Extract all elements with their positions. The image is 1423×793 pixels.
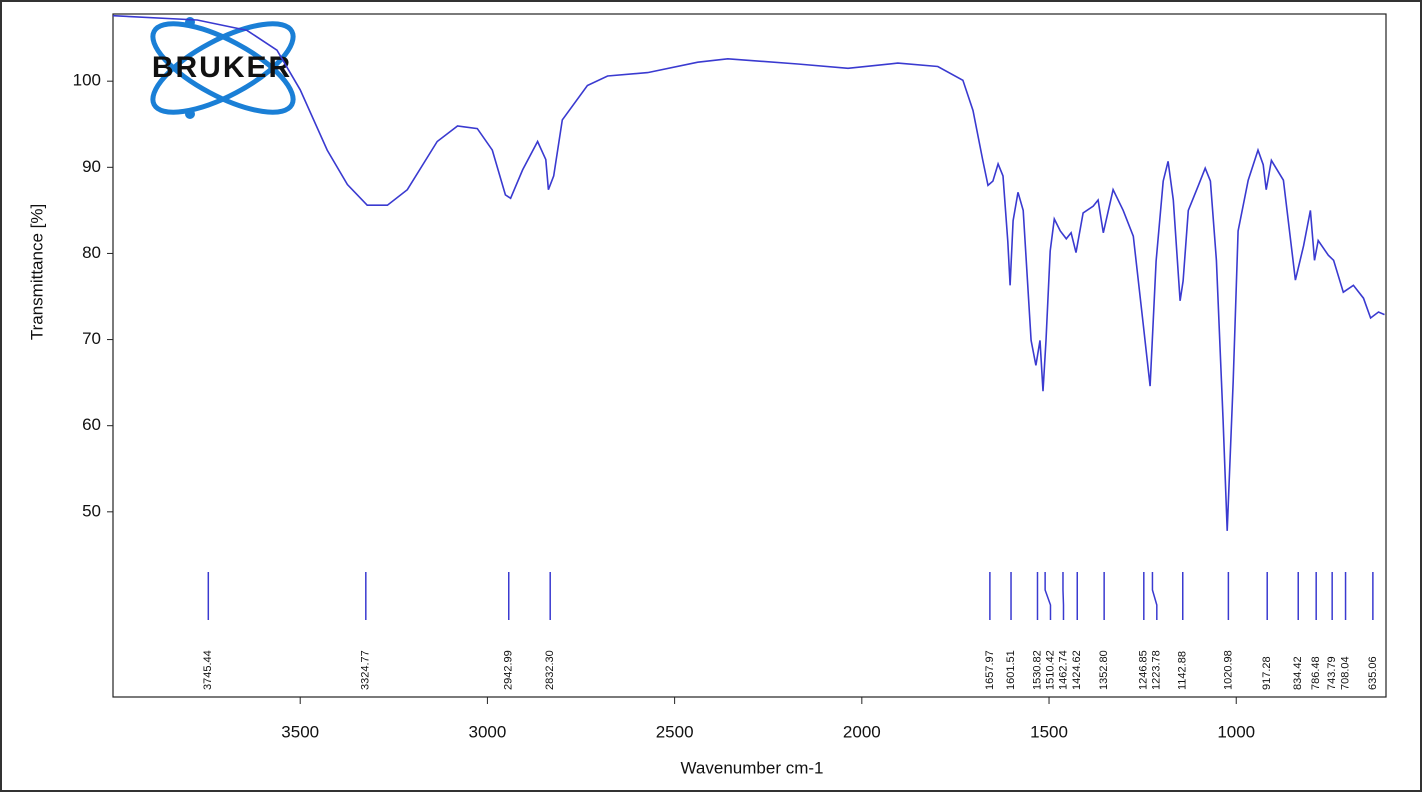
- peak-label: 635.06: [1367, 656, 1379, 690]
- peak-label: 2832.30: [544, 650, 556, 690]
- peak-label: 2942.99: [503, 650, 515, 690]
- y-tick-label: 70: [82, 329, 101, 348]
- peak-label: 1142.88: [1177, 651, 1189, 690]
- peak-label: 834.42: [1292, 656, 1304, 690]
- logo: BRUKER: [150, 17, 296, 119]
- x-axis-label: Wavenumber cm-1: [681, 758, 824, 777]
- peak-label: 743.79: [1326, 656, 1338, 690]
- peak-label: 786.48: [1310, 656, 1322, 690]
- x-tick-label: 2500: [656, 722, 694, 741]
- peak-label: 1020.98: [1222, 650, 1234, 690]
- plot-area: [112, 13, 1387, 698]
- y-tick-label: 50: [82, 501, 101, 520]
- y-tick-label: 80: [82, 243, 101, 262]
- peak-label: 1657.97: [984, 650, 996, 690]
- peak-label: 1223.78: [1151, 650, 1163, 690]
- peak-label: 1601.51: [1005, 650, 1017, 690]
- peak-label: 1510.42: [1044, 650, 1056, 690]
- x-tick-label: 3500: [281, 722, 319, 741]
- peak-marker: [1151, 572, 1158, 620]
- peak-label: 708.04: [1339, 656, 1351, 690]
- y-tick-label: 60: [82, 415, 101, 434]
- y-tick-label: 100: [73, 71, 101, 90]
- x-tick-label: 1500: [1030, 722, 1068, 741]
- peak-label: 1352.80: [1098, 650, 1110, 690]
- x-tick-label: 1000: [1217, 722, 1255, 741]
- x-tick-label: 2000: [843, 722, 881, 741]
- peak-label: 1424.62: [1071, 650, 1083, 690]
- spectrum-line: [112, 14, 1385, 531]
- y-axis-label: Transmittance [%]: [27, 204, 46, 340]
- logo-text: BRUKER: [152, 51, 292, 84]
- peak-label: 1530.82: [1031, 650, 1043, 690]
- peak-label: 1462.74: [1057, 650, 1069, 690]
- peak-marker: [1044, 572, 1052, 620]
- peak-marker: [1062, 572, 1065, 620]
- peak-label: 1246.85: [1138, 650, 1150, 690]
- peak-label: 3324.77: [360, 650, 372, 690]
- peak-label: 3745.44: [202, 650, 214, 690]
- x-tick-label: 3000: [468, 722, 506, 741]
- y-tick-label: 90: [82, 157, 101, 176]
- peak-label: 917.28: [1261, 656, 1273, 690]
